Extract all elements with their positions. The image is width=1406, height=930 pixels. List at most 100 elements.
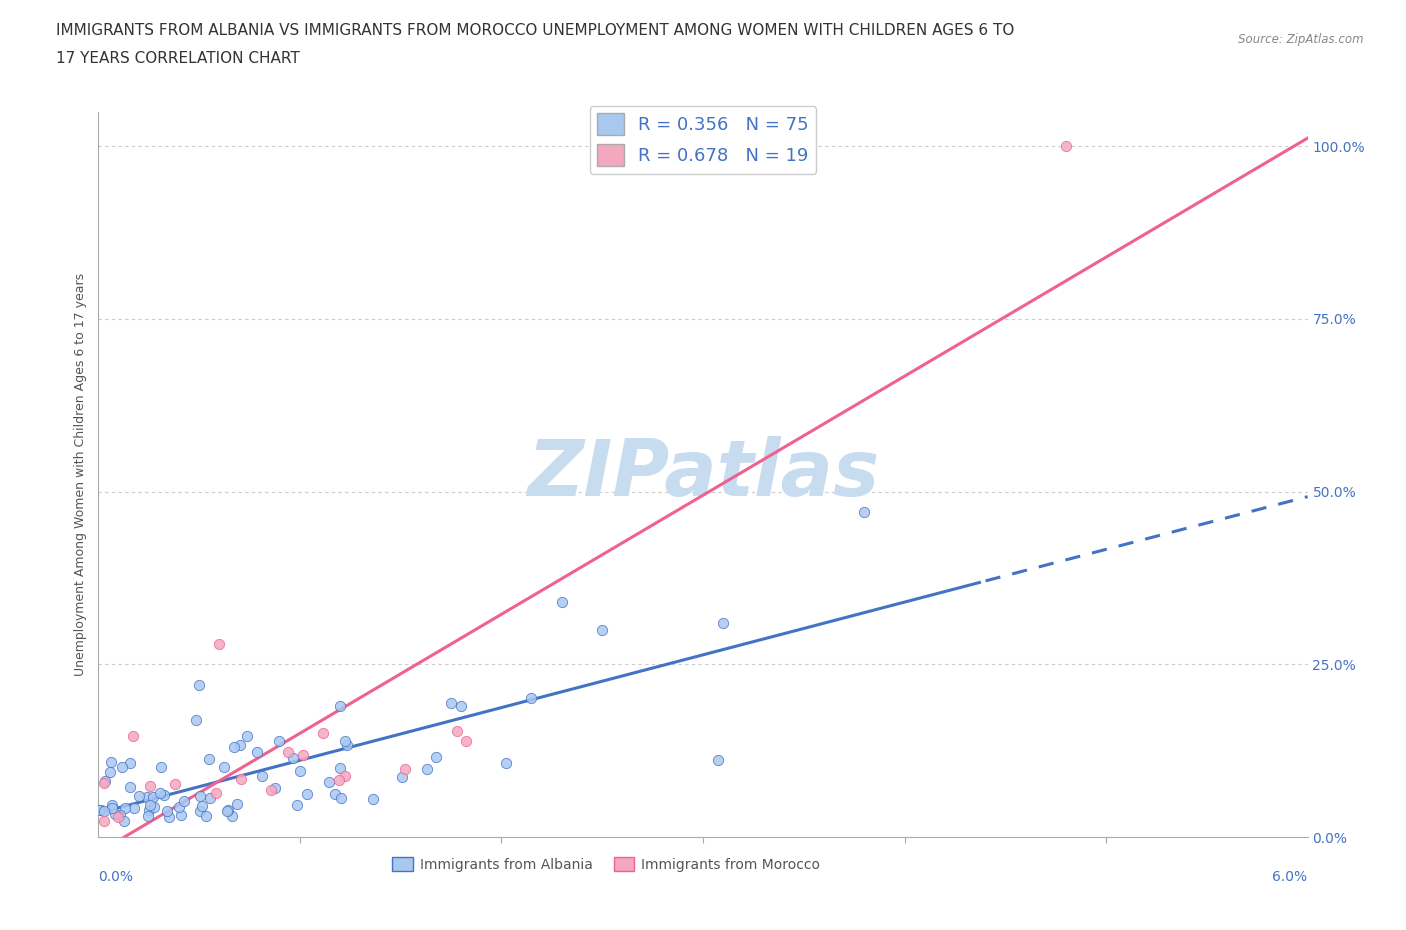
Point [157,810,180,825]
Point [215,804,238,818]
Point [226,797,249,812]
Point [330,791,353,806]
Point [217,803,239,817]
Point [260,783,283,798]
Point [188,804,211,818]
Point [416,762,439,777]
Point [318,774,340,789]
Point [101,798,124,813]
Point [454,734,477,749]
Text: IMMIGRANTS FROM ALBANIA VS IMMIGRANTS FROM MOROCCO UNEMPLOYMENT AMONG WOMEN WITH: IMMIGRANTS FROM ALBANIA VS IMMIGRANTS FR… [56,23,1015,38]
Point [197,752,219,767]
Point [246,745,269,760]
Point [285,797,308,812]
Point [87,803,110,817]
Point [128,789,150,804]
Point [165,777,187,791]
Point [328,773,350,788]
Point [336,737,359,752]
Y-axis label: Unemployment Among Women with Children Ages 6 to 17 years: Unemployment Among Women with Children A… [75,272,87,676]
Point [312,726,335,741]
Point [277,744,299,759]
Point [138,778,160,793]
Point [170,807,193,822]
Point [229,738,252,753]
Point [114,801,136,816]
Point [136,808,159,823]
Point [191,798,214,813]
Point [139,798,162,813]
Point [136,790,159,804]
Point [235,728,257,743]
Point [707,752,730,767]
Point [188,678,211,693]
Point [148,786,170,801]
Point [295,786,318,801]
Point [495,755,517,770]
Point [283,751,305,765]
Text: ZIPatlas: ZIPatlas [527,436,879,512]
Point [110,760,132,775]
Point [93,814,115,829]
Point [94,774,117,789]
Point [143,800,166,815]
Point [1054,139,1077,153]
Point [142,790,165,804]
Point [264,780,287,795]
Point [333,769,356,784]
Point [173,793,195,808]
Point [118,755,141,770]
Point [184,712,207,727]
Point [149,760,172,775]
Point [391,770,413,785]
Point [361,791,384,806]
Point [107,809,129,824]
Text: 17 YEARS CORRELATION CHART: 17 YEARS CORRELATION CHART [56,51,299,66]
Point [425,750,447,764]
Point [90,803,112,817]
Point [93,776,115,790]
Point [520,691,543,706]
Point [591,622,613,637]
Point [101,801,124,816]
Point [335,734,357,749]
Text: Source: ZipAtlas.com: Source: ZipAtlas.com [1239,33,1364,46]
Point [394,762,416,777]
Point [329,760,352,775]
Point [195,809,218,824]
Text: 6.0%: 6.0% [1272,870,1308,884]
Point [231,772,253,787]
Point [188,789,211,804]
Point [167,799,190,814]
Point [122,729,145,744]
Point [108,807,131,822]
Point [440,695,463,710]
Legend: R = 0.356   N = 75, R = 0.678   N = 19: R = 0.356 N = 75, R = 0.678 N = 19 [589,106,817,174]
Point [853,505,876,520]
Point [214,760,236,775]
Text: 0.0%: 0.0% [98,870,134,884]
Point [100,754,122,769]
Point [93,804,115,818]
Point [118,779,141,794]
Point [200,790,222,805]
Point [288,764,311,778]
Point [112,814,135,829]
Point [291,748,314,763]
Point [446,724,468,738]
Point [156,804,179,818]
Point [138,802,160,817]
Point [221,808,243,823]
Point [711,616,734,631]
Point [104,807,127,822]
Point [208,636,231,651]
Point [153,788,176,803]
Point [323,786,346,801]
Point [124,801,146,816]
Point [551,594,574,609]
Point [98,764,121,779]
Point [250,768,273,783]
Point [267,734,290,749]
Point [329,698,352,713]
Point [205,786,228,801]
